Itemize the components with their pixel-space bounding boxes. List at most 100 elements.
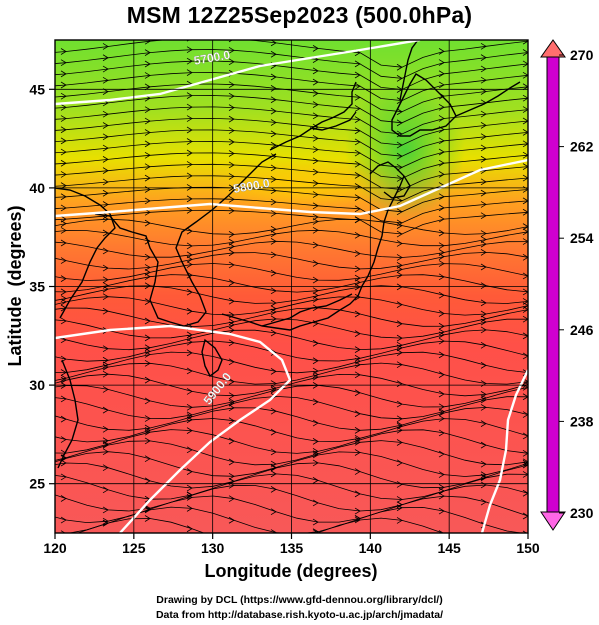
wind-arrowhead [480,474,487,482]
wind-arrowhead [102,356,109,364]
wind-arrowhead [438,159,445,167]
wind-arrowhead [396,175,403,182]
wind-arrowhead [102,76,109,84]
wind-arrowhead [438,450,445,458]
wind-arrowhead [312,157,319,165]
wind-arrowhead [186,411,193,419]
colorbar-max-arrow [540,39,566,58]
wind-arrowhead [102,247,109,255]
wind-arrowhead [228,231,235,238]
wind-arrowhead [396,141,403,149]
wind-arrowhead [270,238,277,245]
wind-arrowhead [396,240,403,247]
wind-arrowhead [480,76,487,84]
wind-arrowhead [480,441,487,449]
wind-arrowhead [522,459,528,467]
wind-arrowhead [144,348,151,355]
wind-arrowhead [102,156,109,163]
y-tick-label: 35 [29,279,45,295]
wind-arrowhead [60,92,67,100]
wind-arrowhead [480,54,487,61]
wind-arrowhead [186,172,193,180]
wind-arrowhead [60,215,67,223]
wind-arrowhead [438,487,445,495]
x-axis-label: Longitude (degrees) [204,561,377,581]
wind-arrowhead [522,71,528,79]
wind-arrowhead [60,298,67,306]
wind-arrowhead [102,178,109,186]
wind-arrowhead [228,249,235,257]
wind-arrowhead [60,295,67,302]
wind-arrowhead [312,276,319,284]
wind-arrowhead [270,508,277,516]
wind-arrowhead [438,260,445,267]
wind-arrowhead [522,223,528,230]
wind-arrowhead [186,161,193,168]
wind-arrowhead [312,339,319,347]
wind-arrowhead [270,299,277,307]
wind-arrowhead [186,92,193,99]
wind-arrowhead [270,130,277,138]
colorbar-ticks: 270 262 254 246 238 230 [559,47,594,521]
wind-arrowhead [228,339,235,347]
wind-arrowhead [438,242,445,249]
wind-arrowhead [270,198,277,206]
wind-arrowhead [480,240,487,248]
wind-arrowhead [312,78,319,86]
streamline [55,384,528,408]
colorbar-tick-label: 254 [570,230,594,246]
wind-arrowhead [480,282,487,290]
wind-arrowhead [228,115,235,123]
streamline [55,429,528,454]
wind-arrowhead [438,310,445,317]
wind-arrowhead [438,492,445,500]
wind-arrowhead [354,250,361,257]
wind-arrowhead [102,441,109,449]
wind-arrowhead [228,58,235,66]
wind-arrowhead [60,115,67,122]
wind-arrowhead [144,264,151,271]
streamline [55,229,528,247]
wind-arrowhead [270,384,277,392]
wind-arrowhead [522,60,528,68]
wind-arrowhead [522,489,528,497]
wind-arrowhead [480,310,487,318]
wind-arrowhead [396,415,403,423]
wind-arrowhead [480,420,487,427]
wind-arrowhead [60,171,67,178]
wind-arrowhead [102,506,109,514]
wind-arrowhead [228,207,235,215]
wind-arrowhead [102,406,109,414]
wind-arrowhead [270,40,277,47]
wind-arrowhead [102,133,109,141]
wind-arrowhead [522,208,528,216]
wind-arrowhead [438,273,445,281]
wind-arrowhead [522,461,528,469]
wind-arrowhead [228,195,235,203]
wind-arrowhead [270,269,277,277]
wind-arrowhead [354,194,361,201]
wind-arrowhead [186,115,193,122]
wind-arrowhead [396,130,403,138]
wind-arrowhead [270,329,277,337]
streamline [76,517,444,533]
wind-arrowhead [438,103,445,111]
wind-arrowhead [228,399,235,407]
wind-arrowhead [60,239,67,247]
streamline [55,418,528,443]
wind-arrowhead [354,389,361,397]
wind-arrowhead [144,49,151,56]
wind-arrowhead [270,119,277,126]
x-tick-label: 145 [437,540,461,556]
wind-arrowhead [480,481,487,489]
wind-arrowhead [438,507,445,515]
wind-arrowhead [102,189,109,197]
geopotential-contours [55,40,528,533]
wind-arrowhead [60,81,67,89]
y-tick-label: 30 [29,377,45,393]
wind-arrowhead [354,138,361,146]
wind-arrowhead [522,530,528,533]
wind-arrowhead [60,495,67,502]
wind-arrowhead [102,110,109,118]
wind-arrowhead [60,227,67,234]
